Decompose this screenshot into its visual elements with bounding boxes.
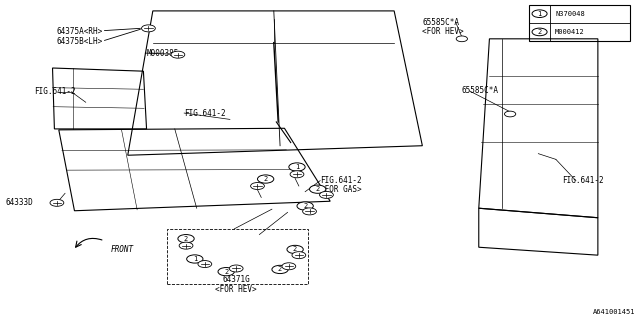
Text: FIG.641-2: FIG.641-2 bbox=[563, 176, 604, 185]
Circle shape bbox=[218, 268, 234, 276]
Circle shape bbox=[178, 235, 194, 243]
Circle shape bbox=[290, 171, 304, 178]
Circle shape bbox=[229, 265, 243, 272]
Circle shape bbox=[171, 51, 185, 58]
Text: 2: 2 bbox=[293, 246, 297, 252]
Circle shape bbox=[303, 208, 316, 215]
Circle shape bbox=[297, 202, 314, 210]
Text: <FOR GAS>: <FOR GAS> bbox=[320, 185, 362, 194]
Circle shape bbox=[50, 199, 64, 206]
Bar bbox=[529, 4, 630, 41]
Circle shape bbox=[257, 175, 274, 183]
Circle shape bbox=[292, 252, 306, 259]
Circle shape bbox=[187, 255, 203, 263]
Text: M000412: M000412 bbox=[556, 29, 585, 35]
Circle shape bbox=[251, 182, 264, 189]
Circle shape bbox=[310, 185, 326, 193]
Circle shape bbox=[319, 191, 333, 198]
Text: 2: 2 bbox=[538, 29, 541, 35]
Text: 65585C*A: 65585C*A bbox=[422, 18, 460, 27]
Text: 2: 2 bbox=[316, 186, 320, 192]
Circle shape bbox=[504, 111, 516, 117]
Circle shape bbox=[198, 260, 212, 268]
Text: 2: 2 bbox=[224, 269, 228, 275]
Text: 64371G: 64371G bbox=[222, 276, 250, 284]
Text: M000385: M000385 bbox=[147, 49, 179, 58]
Circle shape bbox=[532, 10, 547, 18]
Text: 1: 1 bbox=[193, 256, 197, 262]
Circle shape bbox=[456, 36, 467, 42]
Text: FIG.641-2: FIG.641-2 bbox=[34, 87, 76, 96]
Text: 2: 2 bbox=[184, 236, 188, 242]
Text: FIG.641-2: FIG.641-2 bbox=[184, 108, 226, 117]
Text: 1: 1 bbox=[295, 164, 299, 170]
Text: 64333D: 64333D bbox=[6, 198, 34, 207]
Circle shape bbox=[282, 263, 296, 270]
Circle shape bbox=[532, 28, 547, 36]
Text: FIG.641-2: FIG.641-2 bbox=[320, 176, 362, 185]
Text: N370048: N370048 bbox=[556, 11, 585, 17]
Text: 2: 2 bbox=[278, 267, 282, 272]
Circle shape bbox=[141, 25, 156, 32]
Bar bbox=[167, 229, 308, 284]
Text: <FOR HEV>: <FOR HEV> bbox=[422, 27, 464, 36]
Circle shape bbox=[289, 163, 305, 171]
Text: 2: 2 bbox=[264, 176, 268, 182]
Text: A641001451: A641001451 bbox=[593, 309, 636, 315]
Text: 1: 1 bbox=[538, 11, 541, 17]
Circle shape bbox=[272, 265, 288, 274]
Circle shape bbox=[179, 242, 193, 249]
Text: 2: 2 bbox=[303, 203, 307, 209]
Text: 64375B<LH>: 64375B<LH> bbox=[56, 36, 102, 45]
Circle shape bbox=[287, 245, 303, 253]
Text: 65585C*A: 65585C*A bbox=[462, 86, 499, 95]
Text: 64375A<RH>: 64375A<RH> bbox=[56, 27, 102, 36]
Text: FRONT: FRONT bbox=[111, 245, 134, 254]
Text: <FOR HEV>: <FOR HEV> bbox=[216, 285, 257, 294]
